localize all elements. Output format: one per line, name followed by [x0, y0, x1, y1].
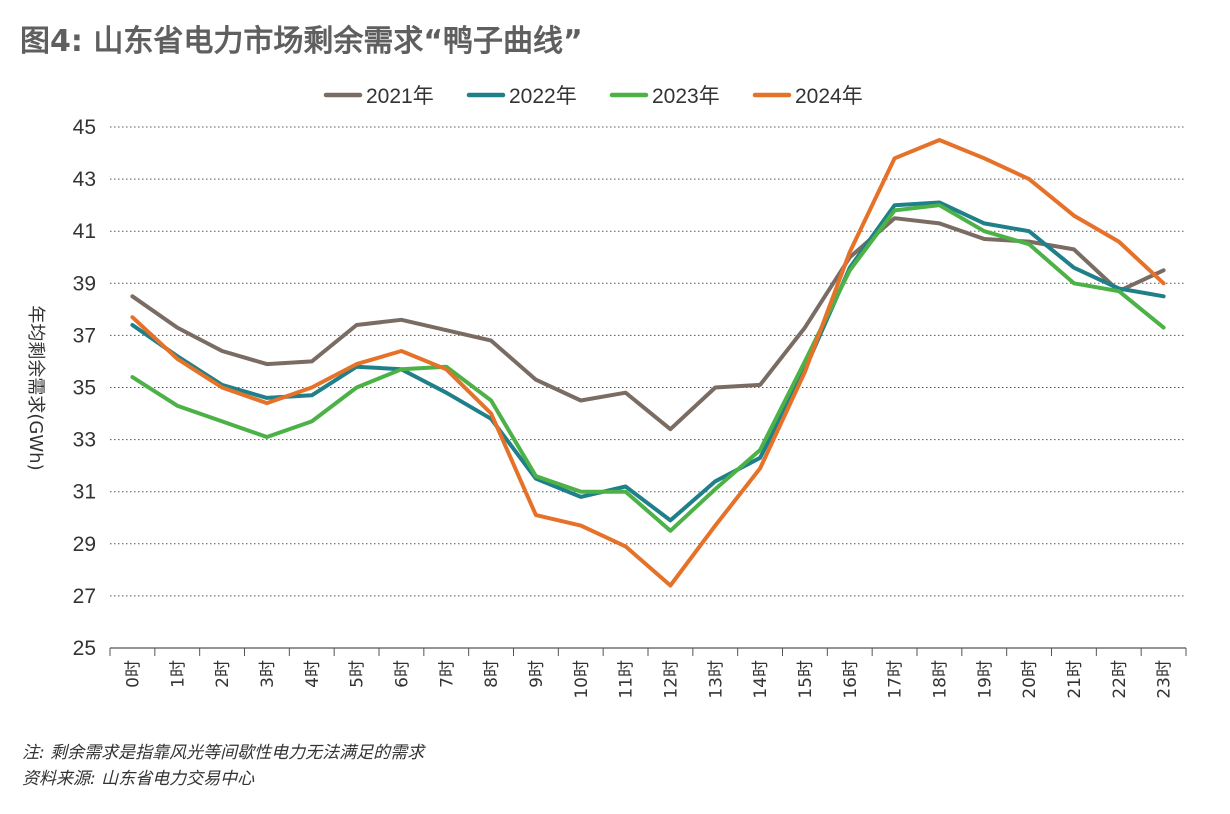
- x-tick-label: 8时: [482, 660, 502, 688]
- y-tick-label: 41: [73, 220, 96, 243]
- x-tick-label: 0时: [123, 660, 143, 688]
- y-tick-label: 29: [73, 533, 96, 556]
- source-note: 资料来源: 山东省电力交易中心: [22, 769, 255, 789]
- x-tick-label: 14时: [751, 660, 771, 699]
- series-line: [130, 200, 1166, 523]
- x-tick-label: 11时: [617, 660, 637, 699]
- x-tick-label: 3时: [258, 660, 278, 688]
- y-axis-ticks: 25 27 29 31 33 35 37 39 41 43 45: [73, 116, 96, 660]
- grid-lines: [110, 126, 1186, 597]
- x-tick-label: 17时: [886, 660, 906, 699]
- x-tick-label: 7时: [437, 660, 457, 688]
- x-tick-label: 22时: [1110, 660, 1130, 699]
- legend-label: 2024年: [795, 85, 863, 108]
- x-tick-label: 4时: [303, 660, 323, 688]
- x-tick-label: 12时: [661, 660, 681, 699]
- chart-title: 图4: 山东省电力市场剩余需求“鸭子曲线”: [20, 24, 583, 59]
- y-tick-label: 33: [73, 429, 96, 452]
- series-line: [130, 138, 1166, 588]
- footnote: 注: 剩余需求是指靠风光等间歇性电力无法满足的需求: [22, 743, 425, 763]
- y-tick-label: 35: [73, 377, 96, 400]
- legend-label: 2022年: [509, 85, 577, 108]
- y-axis-label: 年均剩余需求(GWh): [25, 305, 46, 470]
- y-tick-label: 45: [73, 116, 96, 139]
- x-tick-label: 21时: [1065, 660, 1085, 699]
- x-tick-label: 1时: [168, 660, 188, 688]
- series-line: [130, 203, 1166, 533]
- y-tick-label: 43: [73, 168, 96, 191]
- legend-label: 2023年: [652, 85, 720, 108]
- x-tick-label: 23时: [1155, 660, 1175, 699]
- x-tick-label: 6时: [392, 660, 412, 688]
- x-tick-label: 18时: [930, 660, 950, 699]
- x-tick-label: 10时: [572, 660, 592, 699]
- x-tick-label: 16时: [841, 660, 861, 699]
- y-tick-label: 27: [73, 585, 96, 608]
- y-tick-label: 37: [73, 324, 96, 347]
- x-tick-label: 20时: [1020, 660, 1040, 699]
- legend: 2021年 2022年 2023年 2024年: [323, 85, 863, 108]
- y-tick-label: 25: [73, 637, 96, 660]
- x-tick-label: 19时: [975, 660, 995, 699]
- series-line: [130, 216, 1166, 432]
- legend-label: 2021年: [366, 85, 434, 108]
- x-tick-label: 13时: [706, 660, 726, 699]
- x-tick-label: 9时: [527, 660, 547, 688]
- y-tick-label: 39: [73, 272, 96, 295]
- y-tick-label: 31: [73, 481, 96, 504]
- x-tick-label: 5时: [348, 660, 368, 688]
- x-tick-label: 15时: [796, 660, 816, 699]
- series-lines: [130, 138, 1166, 588]
- x-axis: 0时 1时 2时 3时 4时 5时 6时 7时 8时 9时 10时 11时 12时 13时 14时 15时 16…: [109, 647, 1187, 699]
- x-tick-label: 2时: [213, 660, 233, 688]
